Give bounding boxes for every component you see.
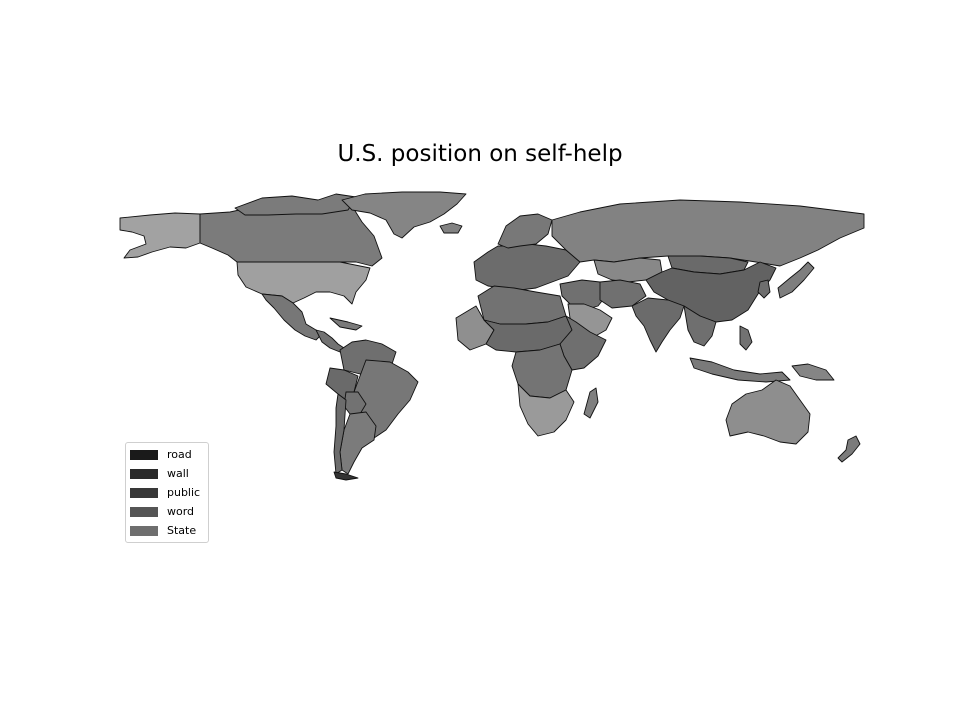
region-canada-islands — [234, 193, 357, 216]
legend-item: wall — [126, 464, 208, 483]
region-chile — [333, 393, 347, 475]
region-tierra-del-fuego — [333, 471, 359, 481]
legend-swatch — [130, 487, 158, 498]
legend-label: word — [167, 505, 195, 518]
region-australia — [725, 379, 811, 445]
map-title: U.S. position on self-help — [337, 141, 623, 167]
legend-swatch — [130, 525, 158, 536]
region-argentina — [339, 411, 377, 475]
legend-item: public — [126, 483, 208, 502]
region-new-guinea — [791, 363, 835, 381]
map-legend: road wall public word State — [125, 442, 209, 543]
region-united-states — [236, 261, 371, 305]
region-middle-east — [559, 279, 607, 311]
region-madagascar — [583, 387, 599, 419]
region-korea — [757, 279, 771, 299]
region-southeast-asia — [683, 305, 717, 347]
region-new-zealand — [837, 435, 861, 463]
legend-item: State — [126, 521, 208, 540]
region-scandinavia — [497, 213, 553, 249]
region-caribbean — [329, 317, 363, 331]
legend-label: State — [167, 524, 197, 537]
region-greenland — [341, 191, 467, 239]
legend-label: public — [167, 486, 201, 499]
region-central-america — [315, 329, 345, 353]
legend-swatch — [130, 449, 158, 460]
legend-swatch — [130, 468, 158, 479]
region-russia — [551, 199, 865, 267]
legend-swatch — [130, 506, 158, 517]
region-horn-of-africa — [559, 315, 607, 371]
region-iran — [599, 279, 647, 309]
region-iceland — [439, 222, 463, 234]
region-north-africa — [477, 285, 567, 325]
region-india — [631, 297, 685, 353]
region-alaska — [119, 212, 201, 259]
legend-item: word — [126, 502, 208, 521]
region-japan — [777, 261, 815, 299]
region-indonesia — [689, 357, 791, 383]
region-philippines — [739, 325, 753, 351]
region-southern-africa — [517, 383, 575, 437]
legend-label: road — [167, 448, 192, 461]
legend-item: road — [126, 445, 208, 464]
legend-label: wall — [167, 467, 189, 480]
